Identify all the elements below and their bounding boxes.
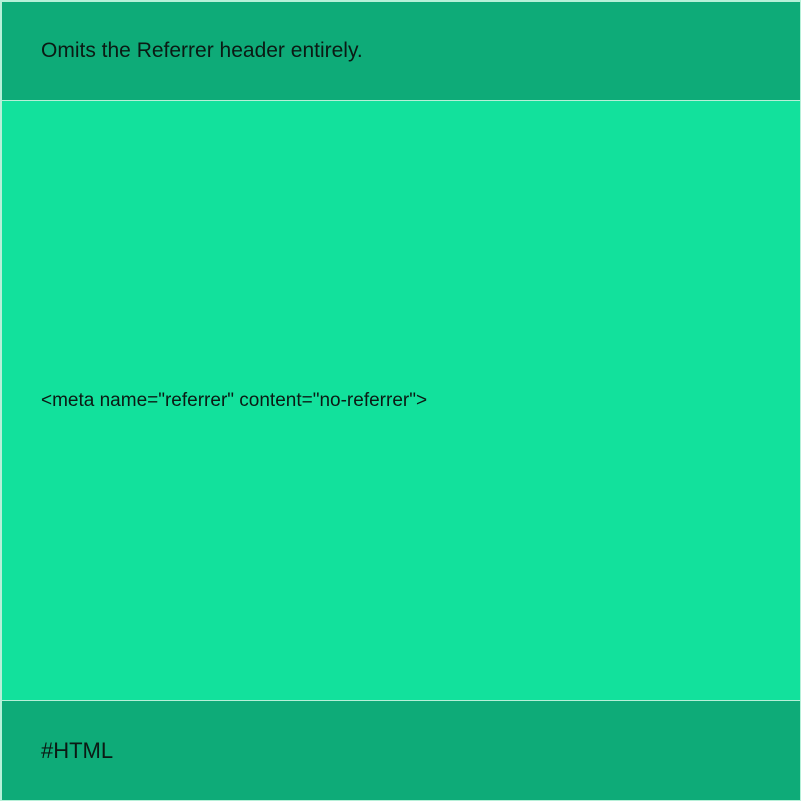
card-body: <meta name="referrer" content="no-referr… <box>2 101 800 700</box>
card-footer: #HTML <box>2 701 800 800</box>
code-snippet: <meta name="referrer" content="no-referr… <box>41 389 428 411</box>
card-description: Omits the Referrer header entirely. <box>41 39 363 62</box>
tag-label: #HTML <box>41 737 114 763</box>
card-header: Omits the Referrer header entirely. <box>2 2 800 100</box>
